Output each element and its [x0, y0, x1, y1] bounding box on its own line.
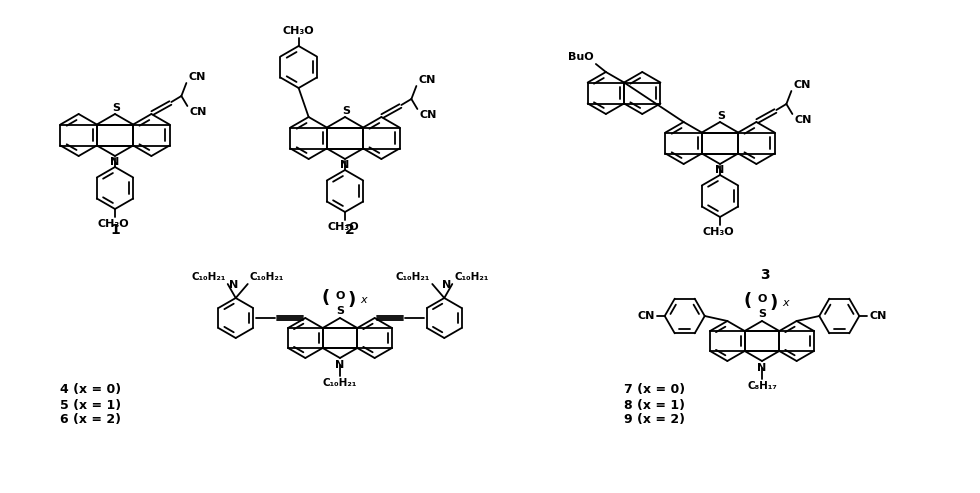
Text: S: S	[342, 106, 350, 116]
Text: 3: 3	[760, 268, 770, 282]
Text: CN: CN	[794, 80, 810, 90]
Text: N: N	[340, 160, 350, 170]
Text: C₁₀H₂₁: C₁₀H₂₁	[250, 272, 284, 282]
Text: CH₃O: CH₃O	[327, 222, 359, 232]
Text: N: N	[229, 280, 238, 290]
Text: S: S	[336, 306, 344, 316]
Text: CN: CN	[188, 72, 206, 82]
Text: CH₃O: CH₃O	[703, 227, 734, 237]
Text: 9 (x = 2): 9 (x = 2)	[624, 414, 685, 426]
Text: S: S	[758, 309, 766, 319]
Text: O: O	[335, 291, 345, 301]
Text: ): )	[770, 294, 778, 312]
Text: S: S	[717, 111, 725, 121]
Text: CN: CN	[637, 311, 655, 321]
Text: 5 (x = 1): 5 (x = 1)	[60, 398, 122, 412]
Text: 1: 1	[110, 223, 120, 237]
Text: N: N	[758, 363, 766, 373]
Text: C₁₀H₂₁: C₁₀H₂₁	[455, 272, 489, 282]
Text: N: N	[111, 157, 120, 167]
Text: BuO: BuO	[568, 52, 594, 62]
Text: C₁₀H₂₁: C₁₀H₂₁	[191, 272, 225, 282]
Text: CH₃O: CH₃O	[283, 26, 315, 36]
Text: (: (	[321, 289, 330, 307]
Text: CN: CN	[869, 311, 887, 321]
Text: 6 (x = 2): 6 (x = 2)	[60, 414, 121, 426]
Text: CN: CN	[419, 110, 437, 120]
Text: C₁₀H₂₁: C₁₀H₂₁	[322, 378, 357, 388]
Text: x: x	[360, 295, 367, 305]
Text: ): )	[348, 291, 356, 309]
Text: 8 (x = 1): 8 (x = 1)	[624, 398, 685, 412]
Text: (: (	[744, 292, 752, 310]
Text: 4 (x = 0): 4 (x = 0)	[60, 384, 122, 396]
Text: C₈H₁₇: C₈H₁₇	[747, 381, 777, 391]
Text: CN: CN	[795, 115, 811, 125]
Text: CH₃O: CH₃O	[97, 219, 128, 229]
Text: C₁₀H₂₁: C₁₀H₂₁	[396, 272, 430, 282]
Text: S: S	[112, 103, 120, 113]
Text: N: N	[715, 165, 724, 175]
Text: 7 (x = 0): 7 (x = 0)	[624, 384, 685, 396]
Text: CN: CN	[418, 75, 436, 85]
Text: N: N	[442, 280, 451, 290]
Text: O: O	[758, 294, 766, 304]
Text: CN: CN	[189, 107, 207, 117]
Text: 2: 2	[345, 223, 355, 237]
Text: N: N	[335, 360, 345, 370]
Text: x: x	[782, 298, 789, 308]
